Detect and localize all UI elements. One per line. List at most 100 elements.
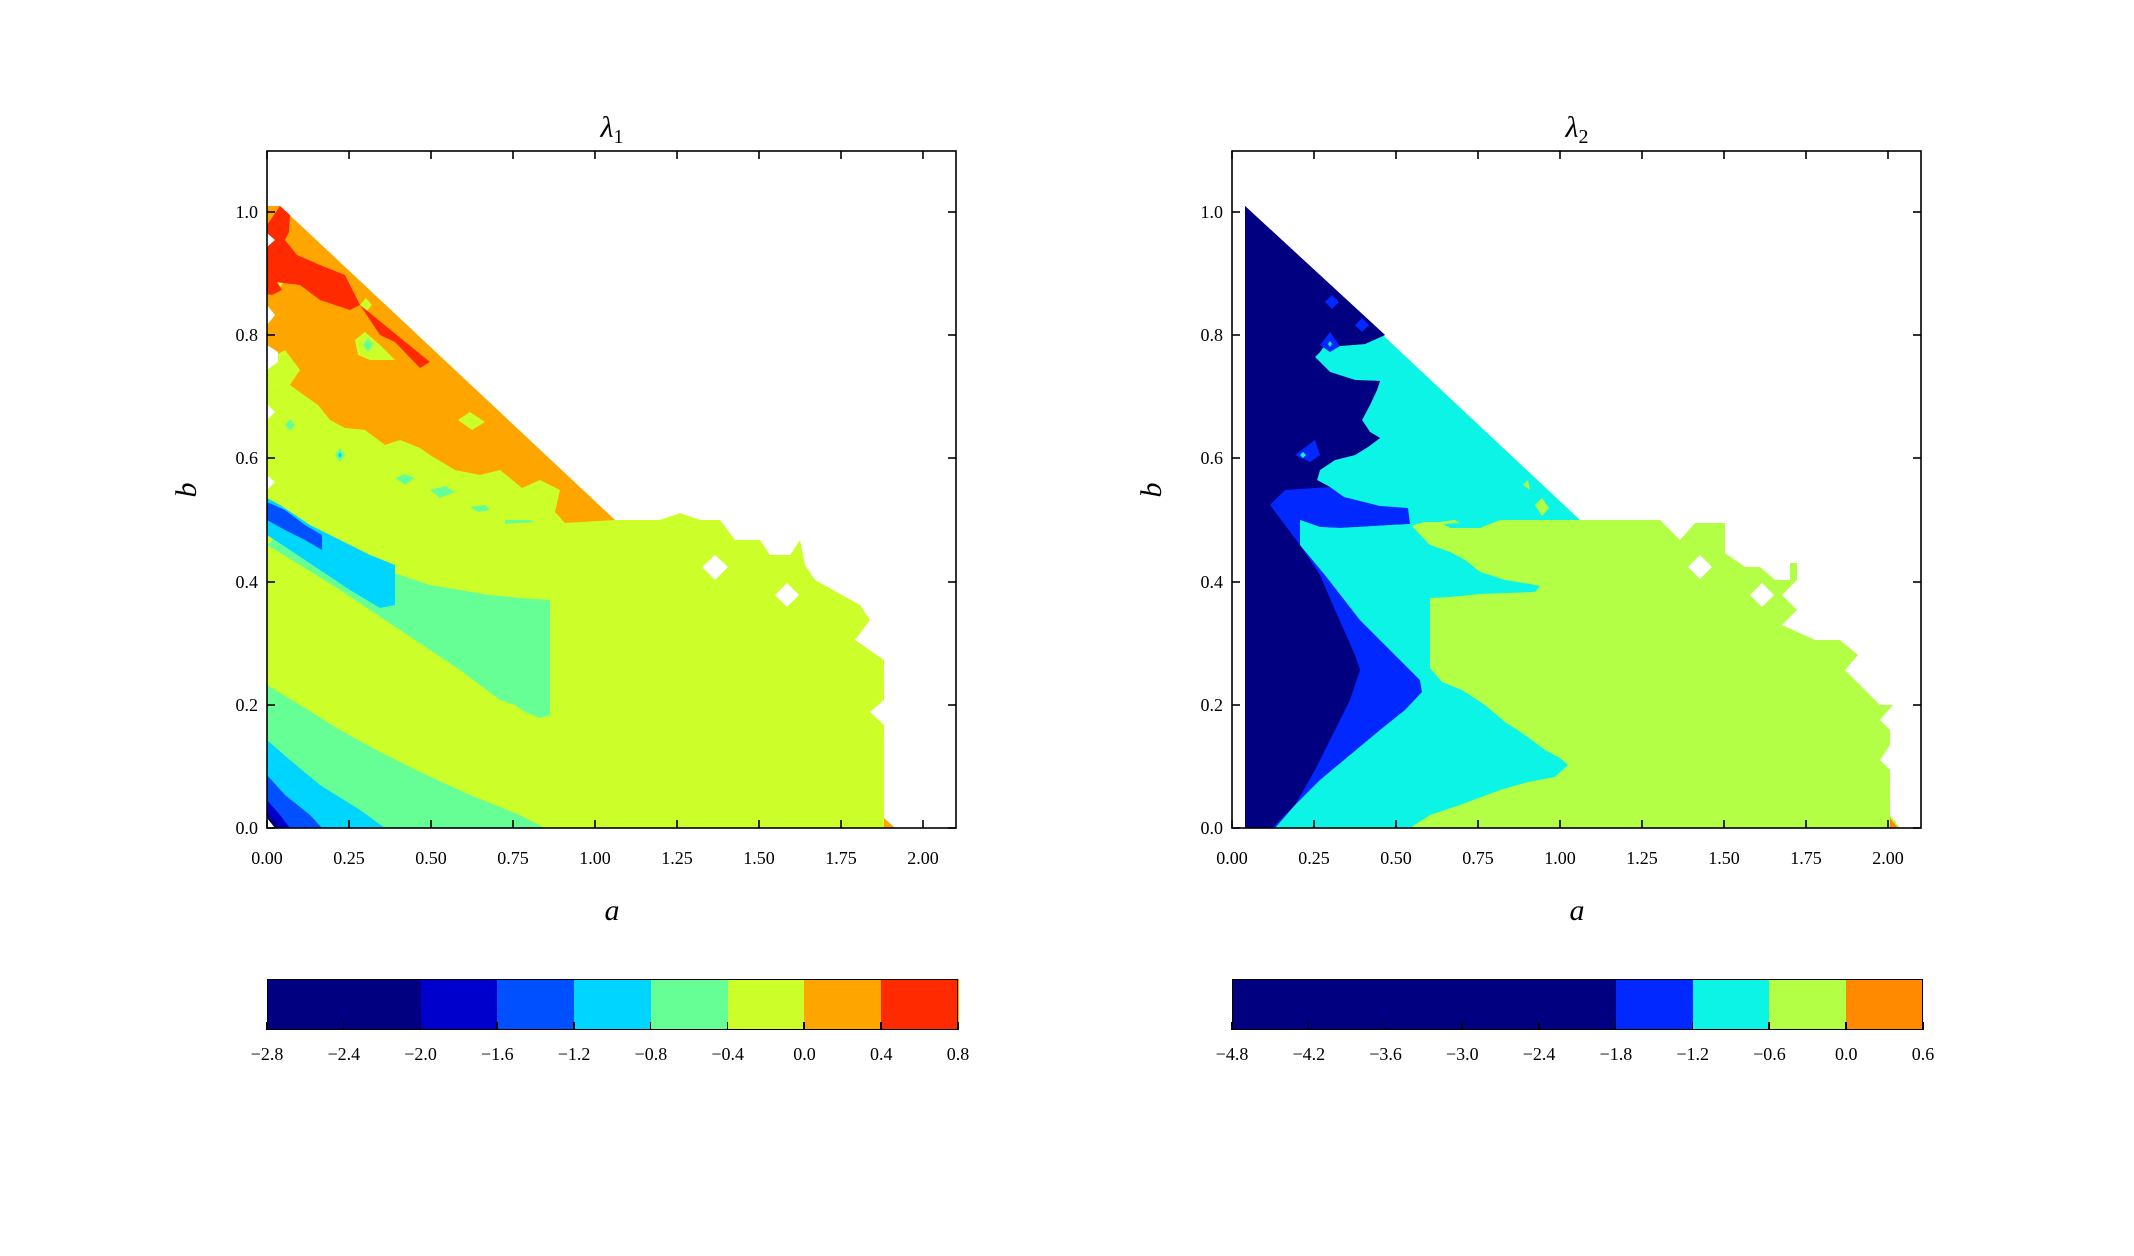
colorbar-segment xyxy=(420,979,498,1030)
colorbar-tick-label: −0.6 xyxy=(1753,1044,1786,1064)
colorbar-tick xyxy=(1538,1022,1540,1030)
colorbar-tick xyxy=(496,1022,498,1030)
y-tick-label: 0.0 xyxy=(236,818,259,838)
colorbar-2-ticks: −4.8 −4.2 −3.6 −3.0 −2.4 −1.8 −1.2 −0.6 0.0 0.6 xyxy=(1216,979,1934,1064)
x-tick-label: 0.50 xyxy=(1380,848,1412,868)
colorbar-segment xyxy=(804,979,882,1030)
colorbar-segment xyxy=(267,979,422,1030)
colorbar-tick-label: −1.8 xyxy=(1599,1044,1633,1064)
x-tick-label: 0.50 xyxy=(415,848,447,868)
x-ticks xyxy=(1231,151,1889,828)
y-tick-label: 0.2 xyxy=(1201,695,1224,715)
plot-frame xyxy=(1231,150,1922,829)
y-tick-labels: 0.0 0.2 0.4 0.6 0.8 1.0 xyxy=(236,202,259,838)
panel-lambda2: 0.00 0.25 0.50 0.75 1.00 1.25 1.50 1.75 … xyxy=(1135,111,1923,1030)
x-axis-label: a xyxy=(1570,894,1585,927)
colorbar-tick-label: −0.4 xyxy=(711,1044,744,1064)
x-ticks xyxy=(266,151,924,828)
x-tick-label: 0.75 xyxy=(1462,848,1494,868)
x-tick-label: 1.50 xyxy=(1708,848,1740,868)
colorbar-segment xyxy=(727,979,805,1030)
colorbar-tick-label: 0.4 xyxy=(869,1044,893,1064)
colorbar-tick-label: −2.0 xyxy=(404,1044,437,1064)
contour-lambda1 xyxy=(267,206,895,828)
x-tick-label: 1.00 xyxy=(1544,848,1576,868)
colorbar-segment xyxy=(881,979,959,1030)
y-axis-label: b xyxy=(1135,483,1168,498)
colorbar-tick-label: −2.8 xyxy=(250,1044,284,1064)
colorbar-tick-label: −4.2 xyxy=(1292,1044,1326,1064)
colorbar-tick-label: −4.8 xyxy=(1215,1044,1249,1064)
y-tick-label: 1.0 xyxy=(1201,202,1224,222)
colorbar-frame xyxy=(1232,979,1923,1030)
y-tick-label: 0.8 xyxy=(236,325,259,345)
colorbar-tick xyxy=(1614,1022,1617,1030)
y-ticks xyxy=(1232,211,1921,829)
y-ticks xyxy=(267,211,956,829)
y-tick-label: 1.0 xyxy=(236,202,259,222)
colorbar-tick xyxy=(1845,1022,1847,1030)
colorbar-tick-label: −3.6 xyxy=(1369,1044,1402,1064)
contour-lambda2 xyxy=(1245,206,1900,828)
colorbar-tick-label: −2.4 xyxy=(327,1044,361,1064)
x-tick-label: 1.75 xyxy=(825,848,857,868)
colorbar-tick-label: 0.8 xyxy=(946,1044,970,1064)
colorbar-segment xyxy=(1692,979,1770,1030)
colorbar-segment xyxy=(650,979,729,1030)
x-axis-label: a xyxy=(605,894,620,927)
colorbar-segment xyxy=(1232,979,1617,1030)
y-tick-label: 0.6 xyxy=(236,448,259,468)
colorbar-tick xyxy=(880,1022,882,1030)
x-tick-label: 0.00 xyxy=(251,848,283,868)
colorbar-segment xyxy=(1846,979,1924,1030)
y-tick-label: 0.4 xyxy=(1201,572,1224,592)
x-tick-label: 2.00 xyxy=(907,848,939,868)
colorbar-tick-label: −3.0 xyxy=(1446,1044,1479,1064)
colorbar-segment xyxy=(1615,979,1694,1030)
x-tick-label: 1.00 xyxy=(579,848,611,868)
x-tick-label: 0.00 xyxy=(1216,848,1248,868)
y-tick-labels: 0.0 0.2 0.4 0.6 0.8 1.0 xyxy=(1201,202,1224,838)
x-tick-label: 1.25 xyxy=(661,848,693,868)
x-tick-label: 0.25 xyxy=(333,848,365,868)
plot-frame xyxy=(266,150,957,829)
y-tick-label: 0.8 xyxy=(1201,325,1224,345)
colorbar-tick xyxy=(726,1022,729,1030)
colorbar-segment xyxy=(497,979,575,1030)
y-tick-label: 0.2 xyxy=(236,695,259,715)
colorbar-tick xyxy=(1691,1022,1694,1030)
colorbar-tick xyxy=(342,1022,345,1030)
colorbar-tick xyxy=(1461,1022,1463,1030)
colorbar-tick-label: −0.8 xyxy=(634,1044,668,1064)
colorbar-tick xyxy=(1384,1022,1387,1030)
colorbar-tick-label: 0.0 xyxy=(793,1044,816,1064)
colorbar-tick xyxy=(1768,1022,1771,1030)
x-tick-labels: 0.00 0.25 0.50 0.75 1.00 1.25 1.50 1.75 … xyxy=(251,848,939,868)
colorbar-tick xyxy=(1307,1022,1310,1030)
x-tick-label: 1.25 xyxy=(1626,848,1658,868)
colorbar-segment xyxy=(1769,979,1847,1030)
x-tick-label: 1.75 xyxy=(1790,848,1822,868)
colorbar-segment xyxy=(574,979,652,1030)
x-tick-labels: 0.00 0.25 0.50 0.75 1.00 1.25 1.50 1.75 … xyxy=(1216,848,1904,868)
panel-title: λ1 xyxy=(600,111,624,148)
x-tick-label: 2.00 xyxy=(1872,848,1904,868)
x-tick-label: 0.75 xyxy=(497,848,529,868)
colorbar-1-ticks: −2.8 −2.4 −2.0 −1.6 −1.2 −0.8 −0.4 0.0 0.4 0.8 xyxy=(251,979,969,1064)
panel-lambda1: 0.00 0.25 0.50 0.75 1.00 1.25 1.50 1.75 … xyxy=(170,111,959,1030)
colorbar-tick xyxy=(266,1022,268,1030)
colorbar-tick xyxy=(649,1022,652,1030)
colorbar-tick-label: 0.0 xyxy=(1834,1044,1858,1064)
colorbar-tick xyxy=(573,1022,575,1030)
y-axis-label: b xyxy=(170,483,203,498)
colorbar-tick-label: −1.2 xyxy=(1676,1044,1709,1064)
colorbar-tick-label: −2.4 xyxy=(1522,1044,1556,1064)
x-tick-label: 0.25 xyxy=(1298,848,1330,868)
x-tick-label: 1.50 xyxy=(743,848,775,868)
colorbar-tick-label: 0.6 xyxy=(1911,1044,1935,1064)
panel-title: λ2 xyxy=(1565,111,1589,148)
y-tick-label: 0.0 xyxy=(1201,818,1224,838)
colorbar-tick xyxy=(803,1022,806,1030)
y-tick-label: 0.4 xyxy=(236,572,259,592)
